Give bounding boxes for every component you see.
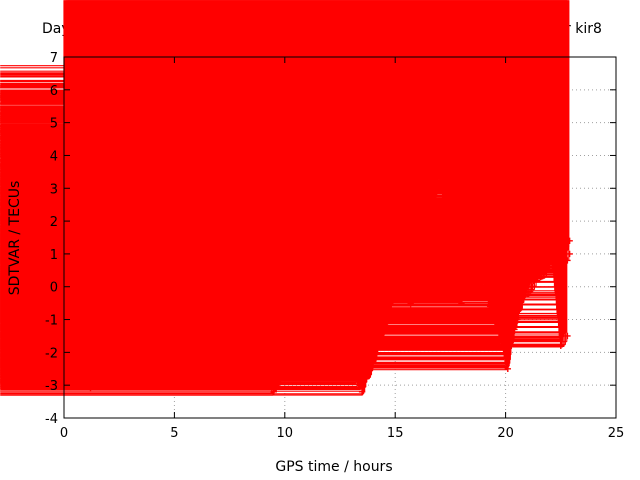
data-point [520, 296, 527, 304]
data-point [398, 244, 406, 251]
y-tick-label: 4 [50, 149, 58, 164]
data-point [91, 309, 99, 317]
data-point [255, 322, 262, 330]
x-tick-label: 0 [60, 426, 68, 441]
y-tick-label: 5 [50, 117, 58, 132]
data-point [513, 237, 520, 244]
data-point [548, 253, 556, 261]
data-point [336, 322, 344, 330]
y-tick-label: -2 [45, 346, 58, 361]
data-layer [0, 0, 573, 396]
data-point [511, 326, 518, 333]
data-point [354, 368, 361, 376]
data-point [144, 313, 152, 320]
data-point [118, 280, 125, 287]
data-point [109, 290, 116, 297]
data-point [301, 303, 308, 310]
data-point [425, 178, 432, 185]
data-point [528, 283, 536, 290]
data-point [539, 263, 547, 271]
data-point [358, 388, 366, 395]
data-point [504, 214, 512, 222]
data-point [564, 332, 571, 340]
plot-frame [63, 56, 617, 419]
data-point [566, 250, 573, 258]
data-point [345, 345, 353, 353]
data-point [495, 250, 503, 258]
x-tick-label: 5 [170, 426, 178, 441]
data-point [363, 342, 370, 349]
data-point [486, 267, 494, 274]
data-point [380, 326, 388, 333]
data-point [78, 303, 85, 310]
data-point [522, 224, 529, 231]
y-tick-label: -1 [45, 314, 58, 329]
data-point [135, 306, 143, 313]
data-point [369, 362, 377, 369]
data-point [458, 299, 465, 307]
data-point [71, 290, 79, 297]
data-point [283, 342, 291, 349]
data-point [270, 388, 277, 395]
data-point [310, 293, 317, 300]
data-point [100, 299, 107, 307]
data-point [557, 244, 564, 251]
data-point [433, 83, 441, 90]
y-tick-label: 2 [50, 215, 58, 230]
series-4 [0, 0, 573, 383]
data-point [199, 283, 207, 290]
data-point [451, 142, 459, 149]
data-point [266, 355, 273, 363]
data-point [127, 296, 134, 304]
tick-layer: 0 5 10 15 20 25 -4 -3 -2 -1 0 1 2 3 4 5 6 7 [45, 51, 624, 441]
y-tick-label: -4 [45, 412, 58, 427]
data-point [327, 296, 335, 304]
y-axis-label: SDTVAR / TECUs [7, 181, 23, 296]
y-tick-label: 7 [50, 51, 58, 66]
data-point [555, 267, 562, 274]
data-point [557, 342, 564, 349]
y-tick-label: 3 [50, 182, 58, 197]
x-tick-label: 10 [277, 426, 294, 441]
data-point [566, 237, 573, 244]
data-point [85, 296, 92, 304]
data-point [564, 257, 571, 264]
x-tick-label: 15 [387, 426, 404, 441]
y-tick-label: 1 [50, 248, 58, 263]
data-point [380, 263, 388, 271]
data-point [244, 306, 251, 313]
data-point [478, 231, 485, 238]
data-point [469, 198, 476, 205]
data-point [177, 283, 185, 290]
data-point [460, 165, 467, 172]
data-point [442, 106, 450, 113]
data-point [221, 276, 229, 284]
data-point [407, 299, 414, 307]
data-point [389, 168, 397, 176]
x-tick-label: 25 [608, 426, 625, 441]
data-point [416, 270, 423, 277]
data-point [531, 276, 538, 284]
data-point [319, 280, 326, 287]
data-point [546, 263, 553, 271]
data-point [210, 263, 218, 271]
y-tick-label: 0 [50, 281, 58, 296]
x-tick-label: 20 [497, 426, 514, 441]
data-point [166, 293, 174, 300]
x-axis-label: GPS time / hours [275, 459, 392, 475]
data-point [292, 319, 300, 327]
y-tick-label: -3 [45, 379, 58, 394]
data-point [155, 303, 163, 310]
data-point [233, 290, 240, 297]
data-point [372, 316, 379, 323]
data-point [188, 276, 196, 284]
series-markers [0, 0, 570, 383]
data-point [274, 375, 282, 382]
y-tick-label: 6 [50, 84, 58, 99]
data-point [504, 365, 512, 372]
